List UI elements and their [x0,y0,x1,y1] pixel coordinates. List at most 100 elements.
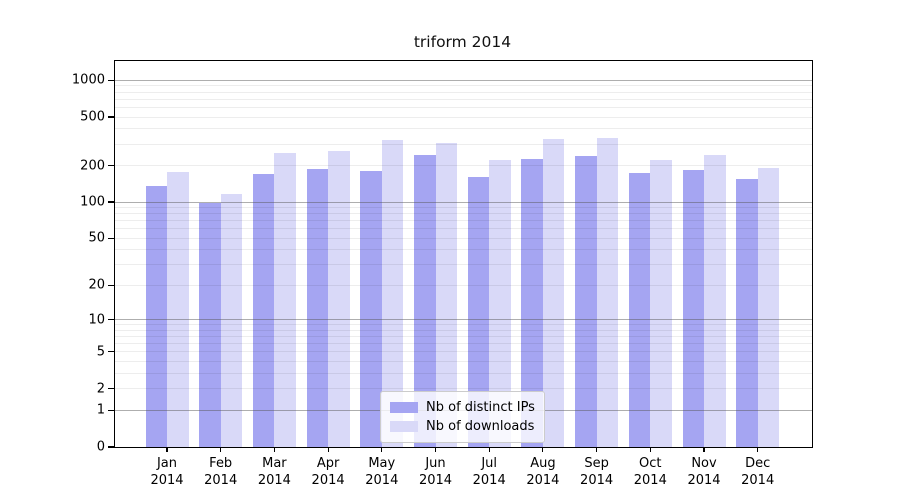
x-tick-mark [220,447,222,452]
x-tick-mark [596,447,598,452]
x-tick-month: Sep [584,456,609,471]
x-tick-year: 2014 [418,473,453,488]
legend-item-0: Nb of distinct IPs [390,399,535,416]
y-tick-label: 10 [88,312,105,328]
minor-gridline [115,343,812,345]
y-tick-mark [108,201,114,203]
x-tick-month: May [368,456,396,471]
minor-gridline [115,264,812,266]
minor-gridline [115,324,812,326]
x-tick-label-nov: Nov 2014 [687,455,720,489]
minor-gridline [115,207,812,209]
bar-distinct-ips-nov-2014 [682,170,704,447]
minor-gridline [115,85,812,87]
legend-item-1: Nb of downloads [390,418,535,435]
x-tick-mark [381,447,383,452]
bar-downloads-feb-2014 [220,193,243,447]
bar-downloads-jan-2014 [167,171,189,447]
x-tick-year: 2014 [257,473,291,488]
x-tick-label-mar: Mar 2014 [258,455,291,489]
x-tick-mark [327,447,329,452]
bar-distinct-ips-aug-2014 [521,159,543,447]
x-tick-month: Nov [691,456,717,471]
bar-downloads-nov-2014 [704,155,726,447]
y-tick-mark [108,79,114,81]
bar-distinct-ips-oct-2014 [628,173,651,447]
y-tick-mark [108,116,114,118]
x-tick-mark [488,447,490,452]
minor-gridline [115,228,812,230]
minor-gridline [115,143,812,145]
x-tick-year: 2014 [580,473,614,488]
x-tick-label-jun: Jun 2014 [419,455,452,489]
y-tick-mark [108,446,114,448]
x-tick-month: Mar [262,456,287,471]
minor-gridline [115,372,812,374]
x-tick-month: Jun [425,456,446,471]
x-tick-mark [273,447,275,452]
minor-gridline [115,213,812,215]
legend-label: Nb of downloads [426,419,535,434]
x-tick-label-jan: Jan 2014 [150,455,183,489]
x-tick-month: Dec [745,456,771,471]
legend-label: Nb of distinct IPs [426,400,535,415]
y-tick-mark [108,237,114,239]
chart-title: triform 2014 [413,33,512,51]
y-tick-mark [108,164,114,167]
y-tick-mark [108,351,114,353]
minor-gridline [115,128,812,130]
bar-distinct-ips-jun-2014 [414,154,436,447]
y-tick-mark [108,319,114,321]
y-tick-label: 100 [80,194,105,210]
x-tick-month: Feb [209,456,233,471]
bar-distinct-ips-jul-2014 [467,176,490,447]
bar-downloads-jun-2014 [435,142,457,447]
x-tick-mark [434,447,437,452]
minor-gridline [115,361,812,363]
y-tick-label: 5 [96,344,105,360]
x-tick-month: Jul [481,456,498,471]
x-tick-year: 2014 [150,473,184,488]
bar-distinct-ips-apr-2014 [306,169,329,447]
x-tick-year: 2014 [633,473,667,488]
minor-gridline [115,249,812,251]
x-tick-year: 2014 [311,473,345,488]
bar-downloads-jul-2014 [489,160,511,447]
x-tick-month: Apr [316,456,340,471]
y-tick-mark [108,284,114,286]
bar-distinct-ips-dec-2014 [736,178,758,447]
bar-downloads-dec-2014 [757,167,780,447]
y-tick-label: 500 [80,109,105,125]
minor-gridline [115,116,812,118]
x-tick-label-dec: Dec 2014 [741,455,774,489]
legend-swatch-icon [390,421,418,432]
bar-distinct-ips-may-2014 [360,171,382,447]
bar-downloads-apr-2014 [328,150,350,447]
y-tick-mark [108,409,114,411]
bar-downloads-sep-2014 [596,138,619,447]
minor-gridline [115,237,812,239]
major-gridline [115,79,812,81]
x-tick-label-sep: Sep 2014 [580,455,613,489]
y-tick-label: 200 [80,158,105,173]
x-tick-mark [649,447,651,452]
legend: Nb of distinct IPs Nb of downloads [380,391,545,443]
minor-gridline [115,220,812,222]
plot-area: 0 1 2 5 10 20 50 100 200 500 1000 Jan 2014 Feb 2014 Mar… [72,60,813,488]
x-tick-month: Aug [530,456,556,471]
y-tick-label: 50 [88,230,105,246]
major-gridline [115,201,812,203]
legend-swatch-icon [390,402,418,413]
y-tick-label: 0 [96,439,105,455]
x-tick-mark [703,447,705,452]
bar-distinct-ips-sep-2014 [575,156,597,447]
x-tick-label-apr: Apr 2014 [312,455,345,489]
bar-downloads-may-2014 [381,139,404,447]
minor-gridline [115,106,812,108]
minor-gridline [115,98,812,100]
x-tick-month: Jan [156,456,178,471]
y-tick-label: 2 [96,381,105,397]
minor-gridline [115,91,812,93]
x-tick-label-aug: Aug 2014 [526,455,559,489]
